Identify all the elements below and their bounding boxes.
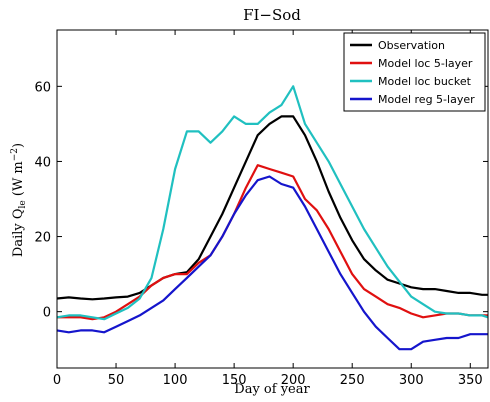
y-label-part: (W m: [11, 161, 26, 200]
data-line: [56, 175, 488, 351]
legend-label: Model loc 5-layer: [378, 57, 473, 70]
x-tick-label: 50: [108, 373, 125, 388]
y-axis-label: Daily Qle (W m−2): [10, 143, 28, 257]
y-label-part: ): [11, 143, 26, 148]
chart-title: FI−Sod: [243, 6, 301, 24]
y-tick-label: 60: [34, 80, 51, 95]
legend-label: Model loc bucket: [378, 75, 472, 88]
y-tick-label: 40: [34, 155, 51, 170]
data-line: [57, 164, 488, 321]
y-tick-label: 0: [43, 306, 51, 321]
data-line: [56, 115, 488, 301]
y-label-sup: −2: [10, 148, 20, 161]
plot-frame: [56, 29, 489, 369]
y-label-sub: le: [18, 200, 28, 208]
y-tick-label: 20: [34, 231, 51, 246]
x-tick-label: 350: [458, 373, 483, 388]
x-tick-label: 250: [340, 373, 365, 388]
y-label-part: Daily Q: [11, 208, 26, 257]
x-tick-label: 150: [222, 373, 247, 388]
legend-label: Observation: [378, 39, 445, 52]
x-tick-label: 0: [53, 373, 61, 388]
x-tick-label: 300: [399, 373, 424, 388]
x-tick-label: 100: [163, 373, 188, 388]
x-axis-label: Day of year: [234, 382, 310, 397]
data-line: [56, 85, 489, 321]
x-tick-label: 200: [281, 373, 306, 388]
legend-label: Model reg 5-layer: [378, 93, 475, 106]
